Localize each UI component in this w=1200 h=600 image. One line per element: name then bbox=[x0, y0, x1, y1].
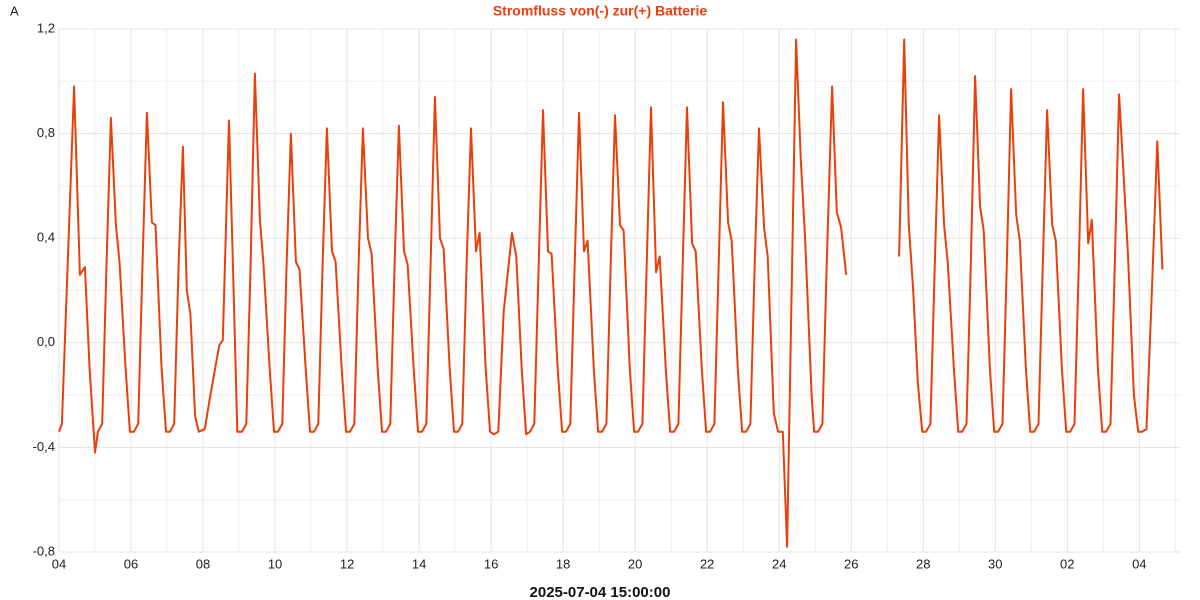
x-tick-label: 08 bbox=[196, 556, 210, 571]
y-tick-label: 0,8 bbox=[37, 125, 55, 140]
x-tick-label: 26 bbox=[844, 556, 858, 571]
x-tick-label: 30 bbox=[988, 556, 1002, 571]
y-tick-label: -0,8 bbox=[33, 543, 55, 558]
y-tick-label: 1,2 bbox=[37, 20, 55, 35]
y-tick-label: 0,0 bbox=[37, 334, 55, 349]
x-tick-label: 04 bbox=[1132, 556, 1146, 571]
x-axis-label: 2025-07-04 15:00:00 bbox=[530, 584, 671, 600]
x-tick-label: 06 bbox=[124, 556, 138, 571]
data-line bbox=[58, 38, 1164, 548]
x-tick-label: 12 bbox=[340, 556, 354, 571]
x-tick-label: 10 bbox=[268, 556, 282, 571]
chart-title: Stromfluss von(-) zur(+) Batterie bbox=[493, 3, 708, 19]
x-tick-label: 04 bbox=[52, 556, 66, 571]
y-tick-label: -0,4 bbox=[33, 439, 55, 454]
x-tick-label: 18 bbox=[556, 556, 570, 571]
y-unit: A bbox=[10, 3, 19, 18]
x-tick-label: 28 bbox=[916, 556, 930, 571]
x-tick-label: 16 bbox=[484, 556, 498, 571]
x-tick-label: 22 bbox=[700, 556, 714, 571]
x-tick-label: 14 bbox=[412, 556, 426, 571]
x-tick-label: 02 bbox=[1060, 556, 1074, 571]
x-tick-label: 20 bbox=[628, 556, 642, 571]
y-tick-label: 0,4 bbox=[37, 230, 55, 245]
x-tick-label: 24 bbox=[772, 556, 786, 571]
